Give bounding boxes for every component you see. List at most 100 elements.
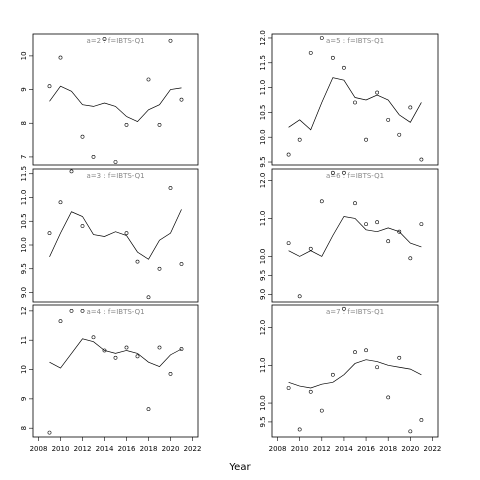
smooth-line — [49, 209, 182, 260]
point — [397, 355, 402, 360]
strip-label: a=7 : f=IBTS-Q1 — [326, 308, 384, 316]
point — [375, 365, 380, 370]
point — [397, 229, 402, 234]
point — [297, 294, 302, 299]
y-tick-label: 10.5 — [20, 213, 28, 229]
strip-label: a=5 : f=IBTS-Q1 — [326, 37, 384, 45]
x-tick-label: 2014 — [335, 445, 353, 453]
smooth-line — [49, 85, 182, 122]
point — [319, 36, 324, 40]
point — [319, 408, 324, 413]
point — [69, 308, 74, 313]
point — [297, 427, 302, 432]
point — [419, 418, 424, 422]
panel — [271, 304, 439, 438]
y-tick-label: 9 — [20, 397, 28, 401]
point — [168, 38, 173, 43]
point — [146, 295, 151, 300]
point — [179, 262, 184, 266]
point — [386, 395, 391, 400]
x-tick-label: 2018 — [140, 445, 158, 453]
y-tick-label: 10.0 — [259, 129, 267, 145]
x-tick-label: 2010 — [291, 445, 309, 453]
strip-label: a=2 : f=IBTS-Q1 — [86, 37, 144, 45]
point — [342, 170, 346, 175]
x-tick-label: 2018 — [379, 445, 397, 453]
point — [353, 100, 357, 105]
point — [135, 259, 140, 264]
y-tick-label: 10 — [20, 365, 28, 374]
x-tick-label: 2016 — [118, 445, 136, 453]
y-tick-label: 7 — [20, 155, 28, 159]
point — [330, 55, 335, 60]
point — [58, 200, 63, 205]
point — [286, 386, 291, 390]
point — [69, 169, 74, 174]
point — [80, 308, 85, 313]
point — [47, 430, 52, 435]
point — [342, 306, 346, 311]
x-tick-label: 2012 — [313, 445, 331, 453]
strip-label: a=3 : f=IBTS-Q1 — [86, 172, 144, 180]
x-tick-label: 2008 — [269, 445, 287, 453]
point — [386, 239, 391, 244]
point — [364, 222, 368, 227]
point — [330, 372, 335, 377]
point — [342, 65, 346, 70]
point — [102, 37, 107, 41]
panel — [32, 33, 199, 166]
point — [58, 55, 63, 60]
point — [179, 97, 184, 102]
x-tick-label: 2016 — [357, 445, 375, 453]
point — [168, 186, 173, 190]
point — [124, 123, 129, 127]
panel — [32, 168, 199, 303]
point — [353, 201, 357, 206]
point — [319, 199, 324, 204]
x-tick-label: 2020 — [162, 445, 180, 453]
strip-label: a=4 : f=IBTS-Q1 — [86, 308, 144, 316]
y-tick-label: 9.5 — [259, 270, 267, 281]
point — [80, 224, 85, 228]
point — [113, 160, 118, 164]
point — [80, 134, 85, 139]
point — [124, 345, 129, 350]
point — [47, 84, 52, 89]
point — [364, 137, 368, 142]
y-tick-label: 8 — [20, 426, 28, 430]
point — [157, 345, 162, 350]
x-axis-label: Year — [228, 462, 251, 473]
point — [408, 256, 413, 261]
panel — [271, 33, 439, 166]
point — [353, 350, 357, 355]
y-tick-label: 12.0 — [259, 173, 267, 189]
point — [308, 389, 313, 394]
y-tick-label: 11.0 — [259, 211, 267, 227]
y-tick-label: 10.5 — [259, 105, 267, 121]
y-tick-label: 10.0 — [259, 395, 267, 411]
point — [146, 77, 151, 82]
point — [135, 354, 140, 359]
x-tick-label: 2012 — [74, 445, 92, 453]
point — [375, 220, 380, 225]
point — [179, 347, 184, 351]
point — [419, 157, 424, 162]
y-tick-label: 9.0 — [20, 287, 28, 298]
x-tick-label: 2014 — [96, 445, 114, 453]
point — [408, 105, 413, 110]
x-tick-label: 2020 — [401, 445, 419, 453]
y-tick-label: 10.0 — [259, 249, 267, 265]
y-tick-label: 9.0 — [259, 289, 267, 300]
point — [286, 241, 291, 246]
x-tick-label: 2022 — [424, 445, 442, 453]
panel — [271, 168, 439, 303]
point — [286, 152, 291, 157]
point — [146, 407, 151, 412]
y-tick-label: 11.0 — [20, 190, 28, 206]
y-tick-label: 12.0 — [259, 30, 267, 46]
y-tick-label: 9.5 — [259, 416, 267, 427]
point — [91, 335, 96, 340]
point — [330, 170, 335, 175]
smooth-line — [288, 216, 422, 257]
y-tick-label: 10.0 — [20, 237, 28, 253]
